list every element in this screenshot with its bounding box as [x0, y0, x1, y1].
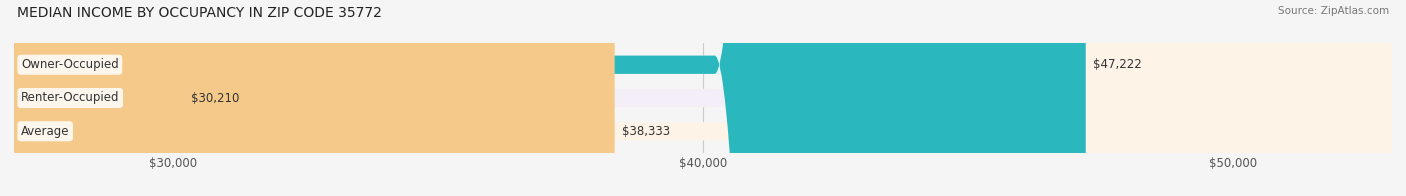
Text: $47,222: $47,222 [1092, 58, 1142, 71]
Text: $30,210: $30,210 [191, 92, 239, 104]
FancyBboxPatch shape [14, 0, 614, 196]
Text: MEDIAN INCOME BY OCCUPANCY IN ZIP CODE 35772: MEDIAN INCOME BY OCCUPANCY IN ZIP CODE 3… [17, 6, 382, 20]
Text: Average: Average [21, 125, 69, 138]
FancyBboxPatch shape [14, 0, 1392, 196]
FancyBboxPatch shape [14, 0, 1392, 196]
Text: Renter-Occupied: Renter-Occupied [21, 92, 120, 104]
FancyBboxPatch shape [14, 0, 1085, 196]
FancyBboxPatch shape [0, 0, 385, 196]
Text: Source: ZipAtlas.com: Source: ZipAtlas.com [1278, 6, 1389, 16]
Text: $38,333: $38,333 [621, 125, 669, 138]
Text: Owner-Occupied: Owner-Occupied [21, 58, 118, 71]
FancyBboxPatch shape [14, 0, 1392, 196]
